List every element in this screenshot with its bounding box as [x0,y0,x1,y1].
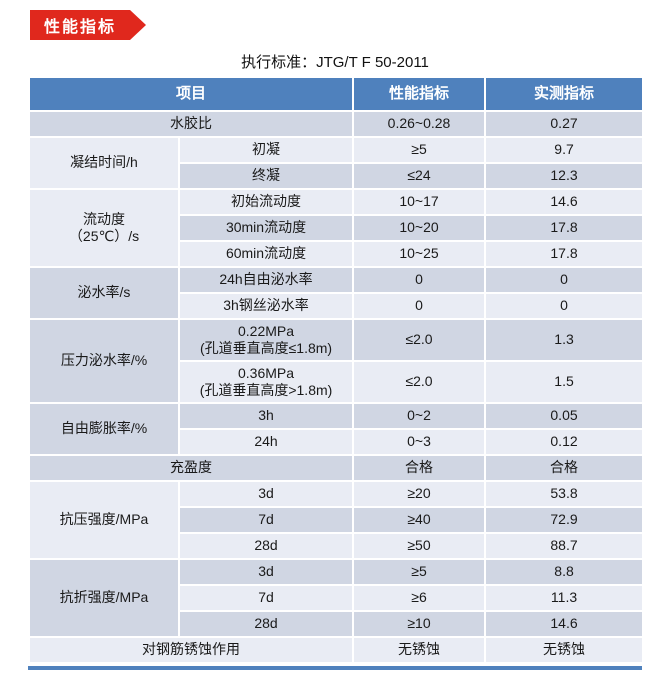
cell-measured-value: 14.6 [484,610,645,638]
cell-sub-item: 3d [177,480,355,508]
cell-measured-value: 0.12 [484,428,645,456]
col-header-measured: 实测指标 [484,76,645,112]
cell-sub-item: 初始流动度 [177,188,355,216]
cell-sub-item: 30min流动度 [177,214,355,242]
table-row-pressure-bleeding-022: 压力泌水率/% 0.22MPa (孔道垂直高度≤1.8m) ≤2.0 1.3 [28,318,645,404]
cell-spec-value: 0~3 [352,428,487,456]
cell-spec-value: ≤2.0 [352,318,487,362]
cell-item-name: 水胶比 [27,110,355,138]
cell-measured-value: 17.8 [484,240,645,268]
section-banner: 性能指标 [30,10,146,40]
cell-measured-value: 0 [484,266,645,294]
cell-group-label: 自由膨胀率/% [28,402,180,456]
cell-spec-value: ≥5 [352,136,487,164]
table-row-bleeding-3h: 3h钢丝泌水率 0 0 [29,292,645,320]
cell-spec-value: 10~20 [352,214,487,242]
cell-spec-value: 10~25 [352,240,487,268]
cell-sub-item: 3h钢丝泌水率 [177,292,355,320]
table-row-compressive-28d: 28d ≥50 88.7 [29,532,645,560]
cell-spec-value: 0 [352,292,487,320]
table-row-filling-degree: 充盈度 合格 合格 [27,454,645,482]
table-row-flexural-28d: 28d ≥10 14.6 [29,610,645,638]
cell-sub-item: 3h [177,402,355,430]
header-row: 项目 性能指标 实测指标 [27,76,645,112]
cell-spec-value: 合格 [352,454,487,482]
cell-sub-item: 7d [177,506,355,534]
cell-sub-item: 24h [177,428,355,456]
cell-item-name: 对钢筋锈蚀作用 [27,636,355,664]
cell-spec-value: ≥20 [352,480,487,508]
table-row-pressure-bleeding-036: 0.36MPa (孔道垂直高度>1.8m) ≤2.0 1.5 [29,360,645,404]
cell-spec-value: ≥6 [352,584,487,612]
cell-sub-item: 0.22MPa (孔道垂直高度≤1.8m) [177,318,355,362]
cell-group-label: 抗折强度/MPa [28,558,180,638]
table-row-flexural-3d: 抗折强度/MPa 3d ≥5 8.8 [28,558,645,638]
performance-table: 项目 性能指标 实测指标 水胶比 0.26~0.28 0.27 凝结时间/h 初… [27,76,645,664]
cell-spec-value: 0 [352,266,487,294]
cell-measured-value: 0.27 [484,110,645,138]
table-row-expansion-3h: 自由膨胀率/% 3h 0~2 0.05 [28,402,645,456]
cell-spec-value: ≥40 [352,506,487,534]
cell-item-name: 充盈度 [27,454,355,482]
table-row-compressive-7d: 7d ≥40 72.9 [29,506,645,534]
banner-label: 性能指标 [44,19,117,36]
cell-measured-value: 72.9 [484,506,645,534]
cell-spec-value: 0.26~0.28 [352,110,487,138]
cell-sub-item: 终凝 [177,162,355,190]
cell-measured-value: 12.3 [484,162,645,190]
table-row-rebar-corrosion: 对钢筋锈蚀作用 无锈蚀 无锈蚀 [27,636,645,664]
cell-measured-value: 17.8 [484,214,645,242]
cell-measured-value: 0 [484,292,645,320]
cell-spec-value: ≥10 [352,610,487,638]
table-row-compressive-3d: 抗压强度/MPa 3d ≥20 53.8 [28,480,645,560]
cell-measured-value: 1.5 [484,360,645,404]
cell-sub-item: 60min流动度 [177,240,355,268]
table-row-fluidity-30min: 30min流动度 10~20 17.8 [29,214,645,242]
cell-measured-value: 8.8 [484,558,645,586]
cell-measured-value: 1.3 [484,318,645,362]
cell-measured-value: 11.3 [484,584,645,612]
cell-group-label: 凝结时间/h [28,136,180,190]
cell-sub-item: 初凝 [177,136,355,164]
cell-sub-item: 7d [177,584,355,612]
table-row-flexural-7d: 7d ≥6 11.3 [29,584,645,612]
cell-spec-value: ≥50 [352,532,487,560]
standard-subtitle: 执行标准：JTG/T F 50-2011 [241,54,429,71]
cell-group-label: 抗压强度/MPa [28,480,180,560]
table-row-expansion-24h: 24h 0~3 0.12 [29,428,645,456]
cell-measured-value: 0.05 [484,402,645,430]
cell-spec-value: ≤24 [352,162,487,190]
cell-spec-value: ≤2.0 [352,360,487,404]
cell-group-label: 泌水率/s [28,266,180,320]
cell-measured-value: 合格 [484,454,645,482]
cell-sub-item: 24h自由泌水率 [177,266,355,294]
table-bottom-border [28,666,642,670]
table-row-fluidity-60min: 60min流动度 10~25 17.8 [29,240,645,268]
cell-sub-item: 0.36MPa (孔道垂直高度>1.8m) [177,360,355,404]
cell-measured-value: 9.7 [484,136,645,164]
table-row-setting-initial: 凝结时间/h 初凝 ≥5 9.7 [28,136,645,190]
cell-measured-value: 53.8 [484,480,645,508]
col-header-item: 项目 [27,76,355,112]
col-header-spec: 性能指标 [352,76,487,112]
table-row-bleeding-24h: 泌水率/s 24h自由泌水率 0 0 [28,266,645,320]
cell-measured-value: 无锈蚀 [484,636,645,664]
cell-group-label: 流动度 （25℃）/s [28,188,180,268]
table-row-fluidity-initial: 流动度 （25℃）/s 初始流动度 10~17 14.6 [28,188,645,268]
cell-spec-value: ≥5 [352,558,487,586]
cell-sub-item: 28d [177,610,355,638]
cell-group-label: 压力泌水率/% [28,318,180,404]
cell-spec-value: 10~17 [352,188,487,216]
table-row-setting-final: 终凝 ≤24 12.3 [29,162,645,190]
cell-sub-item: 28d [177,532,355,560]
cell-sub-item: 3d [177,558,355,586]
cell-spec-value: 无锈蚀 [352,636,487,664]
cell-spec-value: 0~2 [352,402,487,430]
cell-measured-value: 88.7 [484,532,645,560]
cell-measured-value: 14.6 [484,188,645,216]
table-row-water-binder-ratio: 水胶比 0.26~0.28 0.27 [27,110,645,138]
